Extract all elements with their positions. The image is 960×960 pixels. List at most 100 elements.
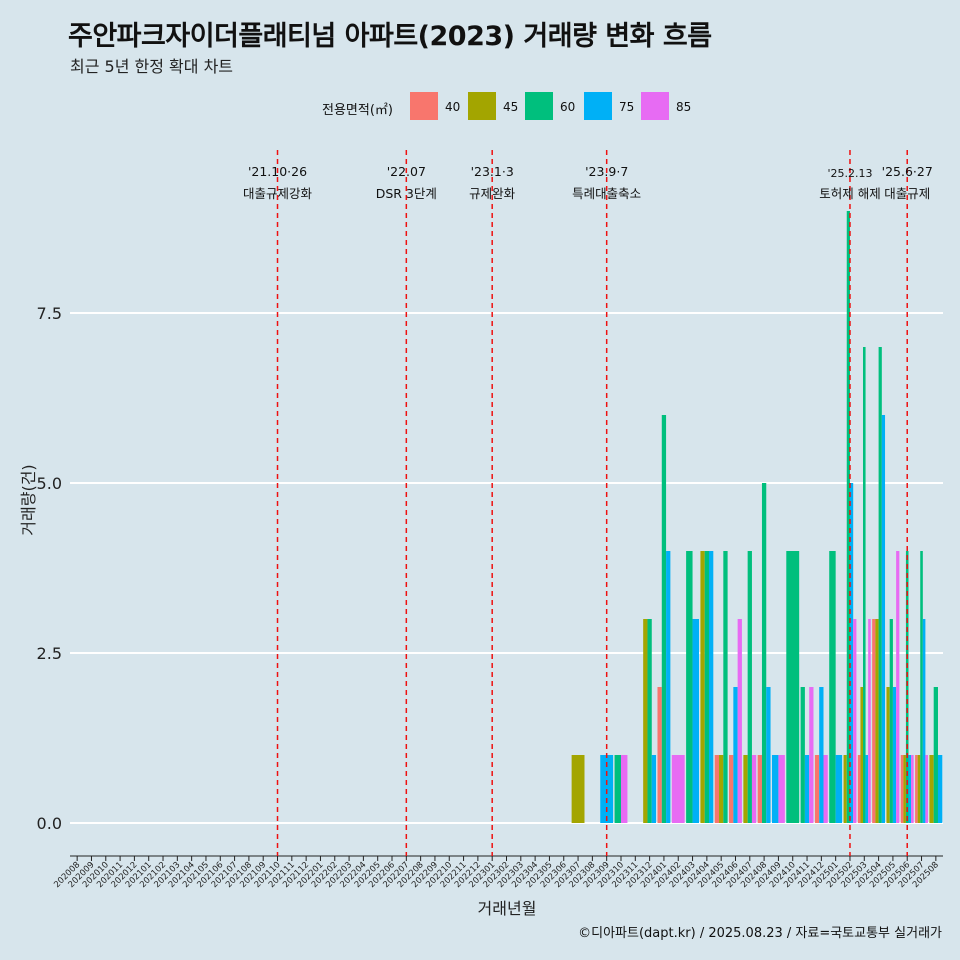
y-tick-label-7.5: 7.5 — [37, 304, 62, 323]
event-label-202207: DSR 3단계 — [376, 186, 437, 201]
legend-swatch-60 — [525, 92, 553, 120]
bar-85-202503 — [868, 619, 871, 823]
event-date-202502: '25.2.13 — [827, 167, 872, 180]
bar-40-202503 — [857, 755, 861, 823]
bar-75-202403 — [692, 619, 699, 823]
bar-60-202407 — [747, 551, 752, 823]
legend-title: 전용면적(㎡) — [322, 103, 393, 118]
event-date-202309: '23.9·7 — [585, 164, 628, 179]
legend: 전용면적(㎡) 40 45 60 75 85 — [0, 92, 960, 122]
source-caption: ©디아파트(dapt.kr) / 2025.08.23 / 자료=국토교통부 실… — [578, 926, 942, 941]
bar-75-202503 — [865, 755, 869, 823]
event-label-202502: 토허제 해제 — [819, 186, 880, 201]
bar-75-202502 — [849, 483, 854, 823]
bar-85-202505 — [896, 551, 900, 823]
bar-85-202406 — [737, 619, 742, 823]
chart-title: 주안파크자이더플래티넘 아파트(2023) 거래량 변화 흐름 — [68, 21, 712, 52]
event-label-202309: 특례대출축소 — [572, 186, 641, 201]
bar-85-202407 — [751, 755, 757, 823]
bar-45-202405 — [719, 755, 724, 823]
bar-85-202409 — [778, 755, 785, 823]
event-label-202110: 대출규제강화 — [243, 186, 313, 201]
event-label-202301: 규제완화 — [469, 186, 516, 201]
bar-60-202503 — [862, 347, 866, 823]
bar-45-202505 — [886, 687, 890, 823]
legend-label-40: 40 — [445, 100, 461, 114]
bar-85-202310 — [620, 755, 628, 823]
bar-75-202504 — [881, 415, 886, 823]
bar-60-202506 — [905, 551, 909, 823]
legend-label-60: 60 — [560, 100, 576, 114]
chart-subtitle: 최근 5년 한정 확대 차트 — [70, 57, 234, 76]
bar-60-202310 — [614, 755, 621, 823]
bar-60-202404 — [704, 551, 710, 823]
bar-45-202507 — [917, 755, 921, 823]
bar-75-202505 — [892, 687, 897, 823]
event-label-202506: 대출규제 — [884, 186, 930, 201]
x-axis-title: 거래년월 — [478, 899, 537, 918]
bar-85-202412 — [823, 755, 828, 823]
bar-40-202408 — [757, 755, 762, 823]
bar-75-202412 — [819, 687, 824, 823]
bar-40-202412 — [814, 755, 820, 823]
bar-75-202508 — [937, 755, 943, 823]
bar-75-202409 — [771, 755, 779, 823]
bar-85-202411 — [809, 687, 814, 823]
bar-45-202503 — [860, 687, 863, 823]
bar-85-202402 — [671, 755, 685, 823]
bar-60-202502 — [846, 211, 850, 823]
bar-45-202504 — [875, 619, 879, 823]
y-tick-label-0: 0.0 — [37, 814, 62, 833]
bar-75-202506 — [908, 755, 912, 823]
bar-60-202408 — [761, 483, 767, 823]
legend-swatch-45 — [468, 92, 496, 120]
bar-75-202401 — [666, 551, 671, 823]
bar-75-202404 — [709, 551, 714, 823]
event-date-202207: '22.07 — [387, 164, 426, 179]
bar-40-202506 — [900, 755, 904, 823]
bar-45-202404 — [700, 551, 705, 823]
bar-85-202506 — [911, 755, 914, 823]
bar-45-202407 — [743, 755, 748, 823]
legend-label-85: 85 — [676, 100, 692, 114]
bar-75-202411 — [804, 755, 810, 823]
y-tick-label-2.5: 2.5 — [37, 644, 62, 663]
bar-60-202312 — [647, 619, 652, 823]
bar-60-202501 — [829, 551, 836, 823]
y-tick-label-5: 5.0 — [37, 474, 62, 493]
bar-40-202406 — [729, 755, 734, 823]
bar-40-202504 — [872, 619, 876, 823]
legend-swatch-40 — [410, 92, 438, 120]
bar-60-202505 — [889, 619, 893, 823]
bar-60-202508 — [933, 687, 938, 823]
legend-swatch-85 — [641, 92, 669, 120]
bar-60-202403 — [686, 551, 693, 823]
bar-45-202312 — [643, 619, 648, 823]
bar-60-202401 — [661, 415, 667, 823]
bar-40-202401 — [657, 687, 662, 823]
bar-75-202408 — [766, 687, 771, 823]
bar-45-202508 — [929, 755, 934, 823]
legend-swatch-75 — [584, 92, 612, 120]
bar-45-202502 — [843, 755, 847, 823]
bar-45-202307 — [571, 755, 585, 823]
event-date-202301: '23.1·3 — [471, 164, 514, 179]
bar-60-202504 — [878, 347, 882, 823]
bar-60-202410 — [786, 551, 800, 823]
event-date-202110: '21.10·26 — [248, 164, 307, 179]
legend-label-75: 75 — [619, 100, 635, 114]
legend-label-45: 45 — [503, 100, 519, 114]
bar-75-202501 — [835, 755, 843, 823]
bar-85-202507 — [925, 755, 928, 823]
bar-40-202507 — [915, 755, 918, 823]
event-date-202506: '25.6·27 — [882, 164, 933, 179]
bar-40-202405 — [714, 755, 720, 823]
bar-60-202405 — [723, 551, 728, 823]
bar-75-202312 — [651, 755, 657, 823]
bar-75-202507 — [922, 619, 926, 823]
y-axis-title: 거래량(건) — [19, 464, 38, 535]
bar-60-202507 — [920, 551, 923, 823]
bar-60-202411 — [800, 687, 805, 823]
bar-45-202506 — [903, 755, 906, 823]
